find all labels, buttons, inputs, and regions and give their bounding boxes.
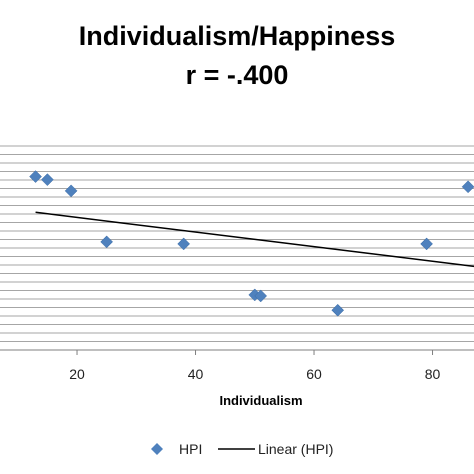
chart-title: Individualism/Happiness	[79, 21, 396, 51]
chart-subtitle: r = -.400	[186, 60, 289, 90]
x-tick-label: 60	[306, 366, 322, 382]
legend-label-hpi: HPI	[179, 441, 202, 457]
trendline	[35, 211, 474, 268]
x-axis-label: Individualism	[219, 393, 302, 408]
data-point	[29, 170, 42, 183]
x-tick-label: 80	[425, 366, 441, 382]
legend-marker-hpi	[151, 443, 163, 455]
data-point	[177, 237, 191, 251]
gridlines	[0, 145, 474, 342]
legend: HPI Linear (HPI)	[151, 441, 333, 457]
data-point	[41, 173, 54, 187]
data-point	[64, 184, 78, 198]
trendline-group	[35, 211, 474, 268]
data-point	[100, 235, 114, 249]
data-point	[461, 180, 474, 194]
x-tick-label: 40	[188, 366, 204, 382]
data-point	[331, 303, 345, 317]
data-point	[254, 289, 268, 303]
data-points	[29, 170, 474, 317]
legend-label-linear: Linear (HPI)	[258, 441, 333, 457]
x-axis-ticks: 20 40 60 80	[69, 350, 441, 382]
data-point	[420, 237, 433, 251]
x-tick-label: 20	[69, 366, 85, 382]
